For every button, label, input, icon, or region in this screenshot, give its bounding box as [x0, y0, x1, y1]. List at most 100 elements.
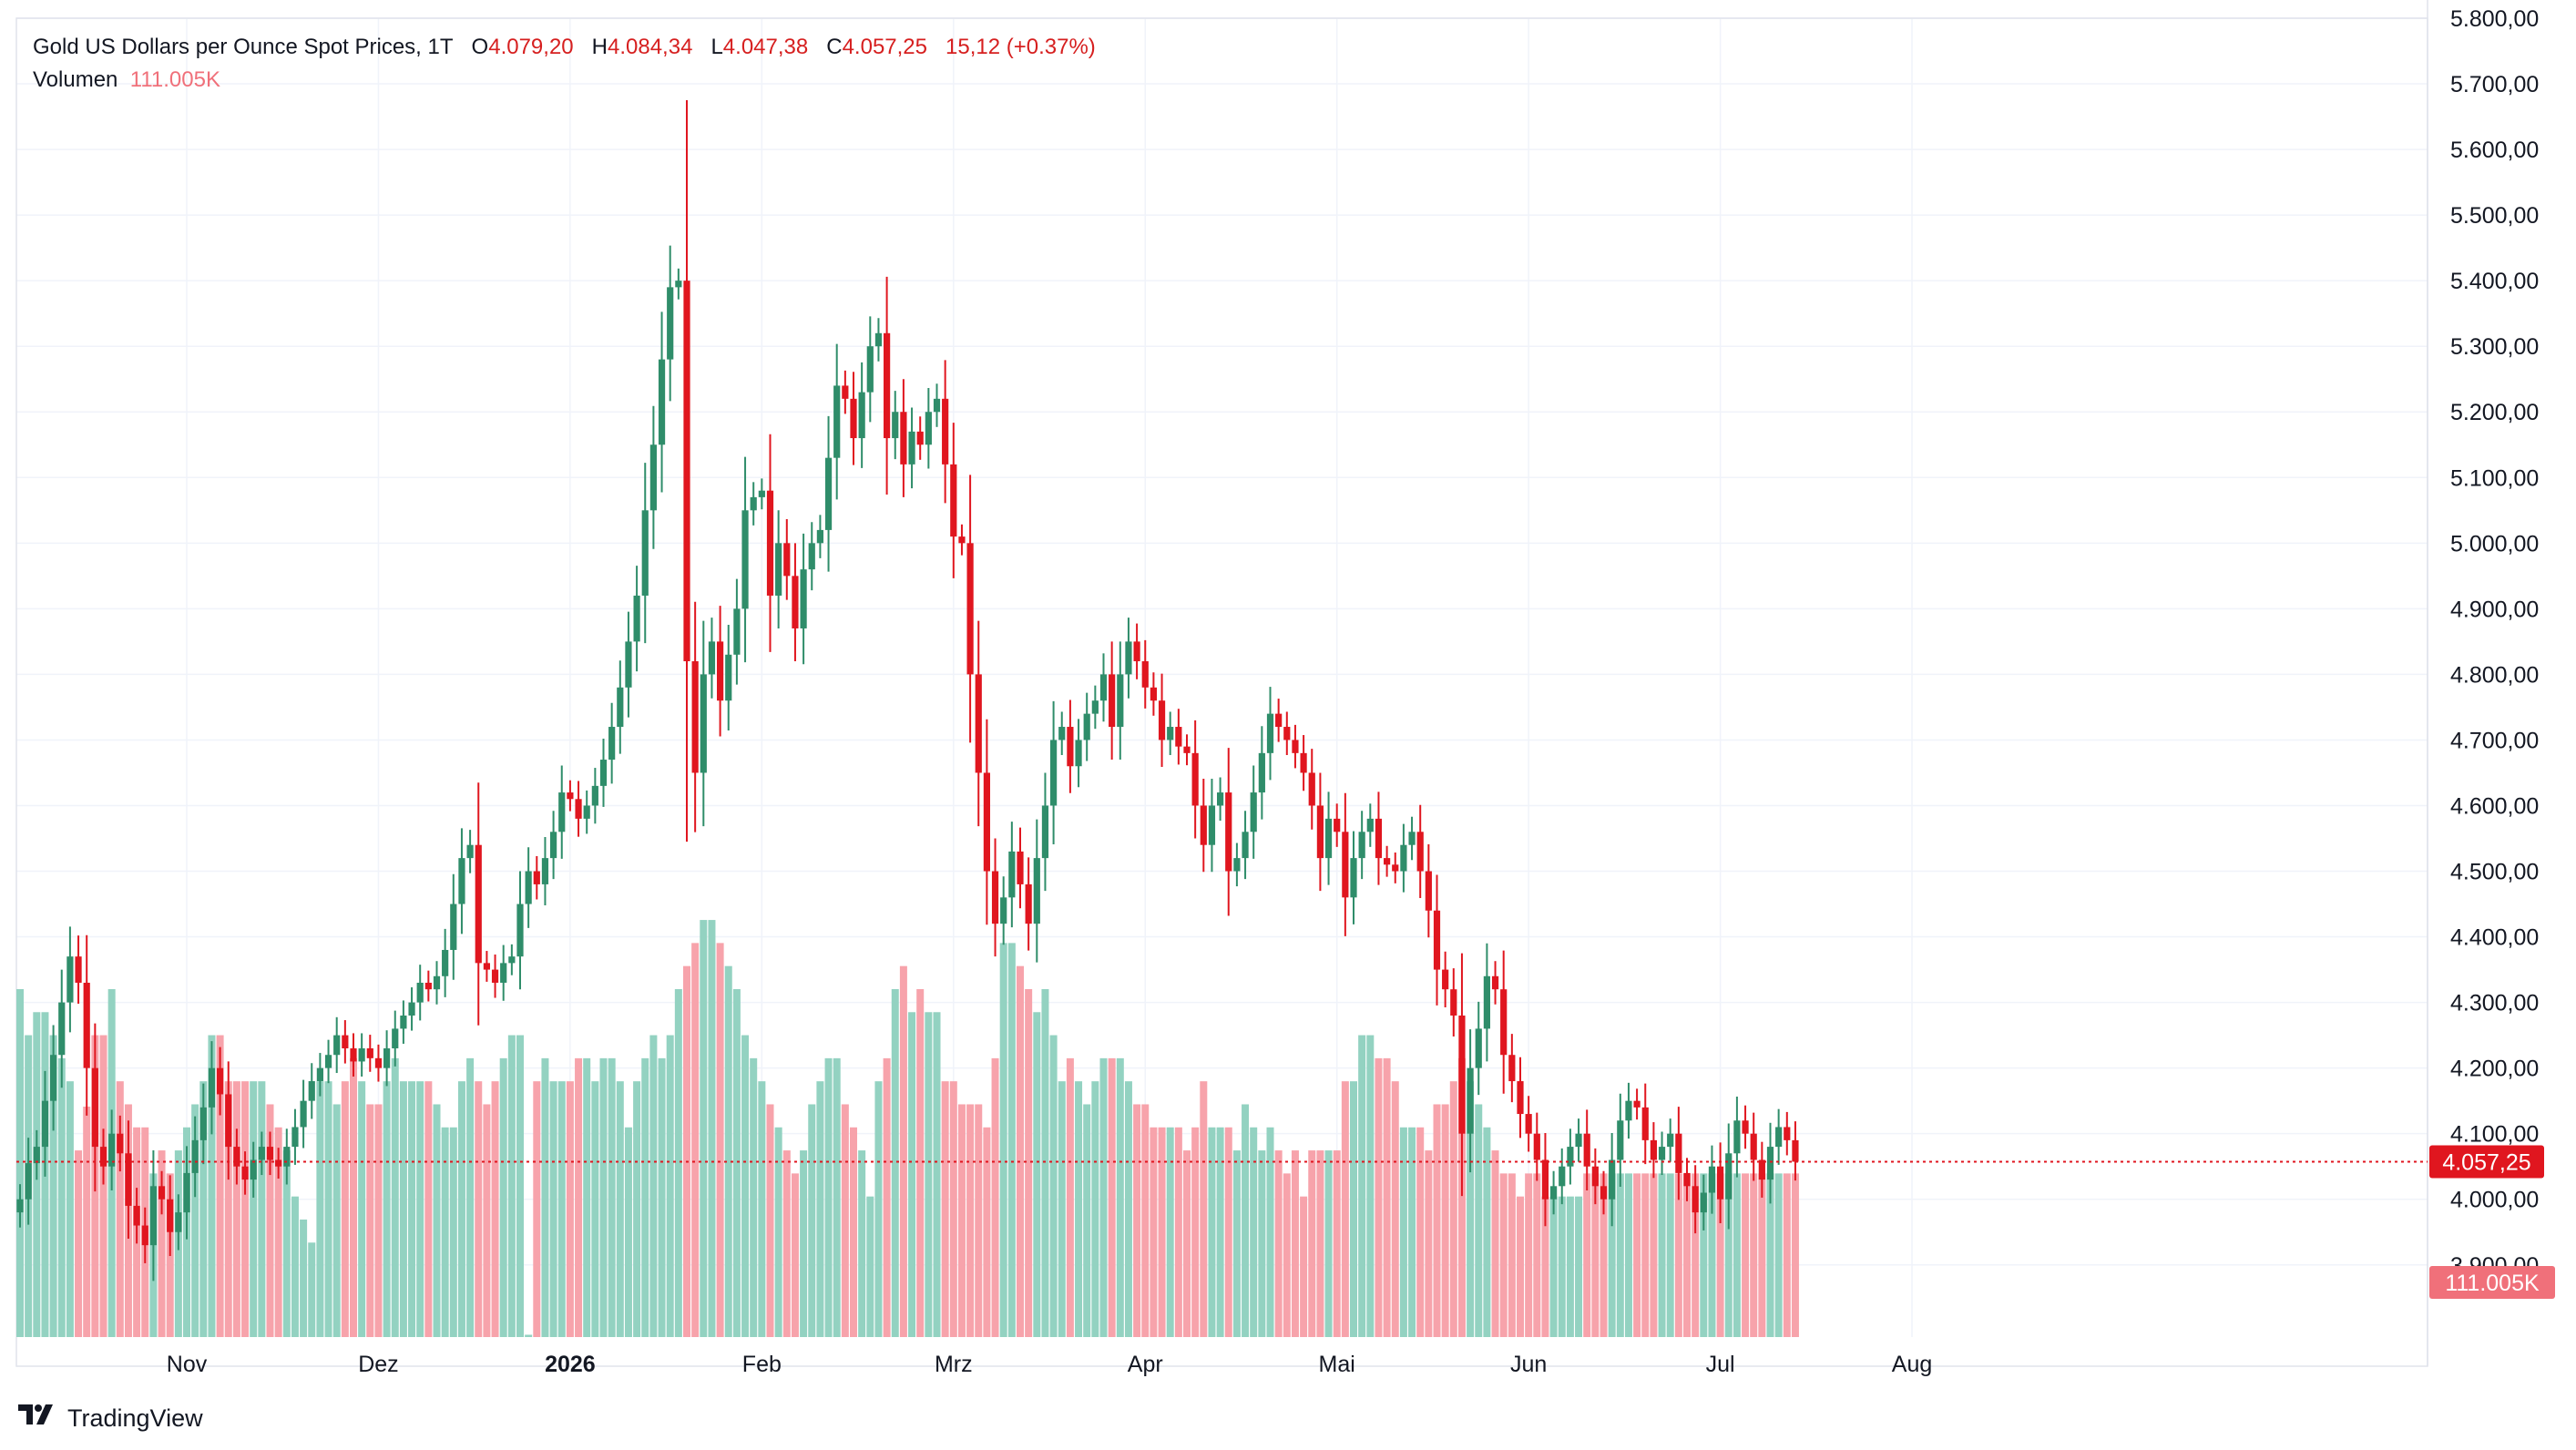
- volume-bar-37: [324, 1081, 332, 1337]
- volume-bar-180: [1517, 1196, 1524, 1337]
- candle-207: [1742, 1105, 1749, 1149]
- candle-51: [442, 928, 449, 997]
- volume-bar-183: [1541, 1196, 1549, 1337]
- volume-bar-113: [957, 1104, 966, 1337]
- volume-bar-168: [1416, 1127, 1425, 1337]
- volume-bar-155: [1308, 1150, 1316, 1337]
- volume-bar-68: [583, 1057, 591, 1337]
- candle-8: [83, 934, 90, 1116]
- candle-57: [491, 955, 499, 998]
- x-tick-label-2: 2026: [545, 1352, 596, 1377]
- candle-27: [241, 1151, 249, 1195]
- candle-33: [291, 1108, 299, 1165]
- volume-bar-43: [374, 1104, 383, 1337]
- volume-bar-129: [1091, 1081, 1099, 1337]
- candle-136: [1150, 672, 1157, 716]
- candle-187: [1575, 1118, 1582, 1162]
- x-tick-label-0: Nov: [167, 1352, 208, 1377]
- volume-bar-135: [1141, 1104, 1150, 1337]
- candle-107: [908, 407, 915, 489]
- volume-bar-61: [525, 1334, 533, 1337]
- volume-bar-145: [1224, 1127, 1232, 1337]
- candle-26: [233, 1128, 240, 1185]
- volume-bar-89: [758, 1081, 766, 1337]
- y-tick-label-3: 5.500,00: [2450, 203, 2539, 229]
- candle-80: [683, 100, 690, 842]
- volume-bar-35: [308, 1242, 316, 1337]
- volume-bar-119: [1007, 943, 1016, 1337]
- volume-bar-140: [1183, 1150, 1191, 1337]
- price-axis[interactable]: 5.800,00 5.700,00 5.600,00 5.500,00 5.400,00…: [2450, 6, 2539, 1279]
- volume-bar-210: [1766, 1173, 1774, 1337]
- candle-194: [1633, 1088, 1641, 1120]
- volume-bar-98: [833, 1057, 841, 1337]
- volume-bar-174: [1467, 1081, 1475, 1337]
- volume-bar-176: [1483, 1127, 1491, 1337]
- candle-17: [158, 1170, 166, 1215]
- candle-85: [725, 625, 732, 730]
- candle-94: [800, 533, 807, 665]
- candle-82: [700, 620, 707, 827]
- volume-bar-108: [916, 988, 925, 1337]
- candle-83: [708, 618, 716, 699]
- volume-bar-50: [433, 1104, 441, 1337]
- candle-106: [900, 379, 907, 497]
- volume-bar-209: [1758, 1173, 1766, 1337]
- candle-128: [1083, 692, 1090, 761]
- time-axis[interactable]: Nov Dez 2026 Feb Mrz Apr Mai Jun Jul Aug: [167, 1352, 1933, 1377]
- candle-34: [300, 1079, 307, 1149]
- low-value: 4.047,38: [722, 35, 809, 59]
- volume-bar-27: [241, 1081, 250, 1337]
- candle-186: [1567, 1128, 1574, 1185]
- candle-177: [1491, 961, 1499, 1005]
- candle-120: [1017, 827, 1024, 909]
- candle-16: [149, 1150, 157, 1282]
- volume-bar-139: [1174, 1127, 1182, 1337]
- candle-65: [558, 765, 566, 859]
- candle-182: [1533, 1112, 1540, 1181]
- tradingview-branding[interactable]: TradingView: [18, 1403, 203, 1434]
- candle-68: [583, 790, 590, 834]
- volume-bar-204: [1716, 1173, 1724, 1337]
- volume-bar-109: [925, 1012, 933, 1337]
- volume-bar-114: [966, 1104, 975, 1337]
- volume-bar-133: [1124, 1081, 1132, 1337]
- volume-bar-179: [1508, 1173, 1516, 1337]
- candle-173: [1458, 953, 1466, 1197]
- volume-bar-47: [408, 1081, 416, 1337]
- volume-bar-67: [575, 1057, 583, 1337]
- candle-193: [1625, 1082, 1632, 1139]
- volume-bar-100: [850, 1127, 857, 1337]
- candle-103: [874, 318, 883, 362]
- candle-93: [792, 543, 799, 661]
- volume-bar-10: [99, 1035, 107, 1337]
- candle-1: [25, 1138, 32, 1225]
- y-tick-label-6: 5.200,00: [2450, 400, 2539, 425]
- volume-bar-28: [250, 1081, 258, 1337]
- candle-141: [1191, 720, 1199, 839]
- volume-label[interactable]: Volumen: [33, 67, 118, 92]
- candle-99: [842, 370, 849, 414]
- symbol-title[interactable]: Gold US Dollars per Ounce Spot Prices, 1…: [33, 35, 454, 59]
- candle-198: [1667, 1118, 1674, 1162]
- candle-166: [1400, 823, 1407, 893]
- candle-75: [641, 463, 649, 644]
- candle-28: [250, 1141, 257, 1198]
- candle-61: [525, 847, 532, 928]
- candle-96: [816, 515, 823, 558]
- candle-133: [1125, 618, 1132, 699]
- candle-137: [1158, 673, 1166, 767]
- volume-bar-158: [1333, 1150, 1341, 1337]
- candle-30: [266, 1131, 274, 1176]
- candle-3: [41, 1070, 49, 1177]
- candle-0: [16, 1184, 24, 1228]
- candle-20: [183, 1146, 190, 1240]
- volume-bar-33: [291, 1196, 299, 1337]
- volume-bar-34: [300, 1219, 308, 1337]
- volume-bar-45: [391, 1057, 399, 1337]
- candle-108: [916, 416, 924, 460]
- candle-104: [884, 276, 891, 495]
- candle-146: [1233, 842, 1241, 887]
- candle-184: [1550, 1170, 1558, 1215]
